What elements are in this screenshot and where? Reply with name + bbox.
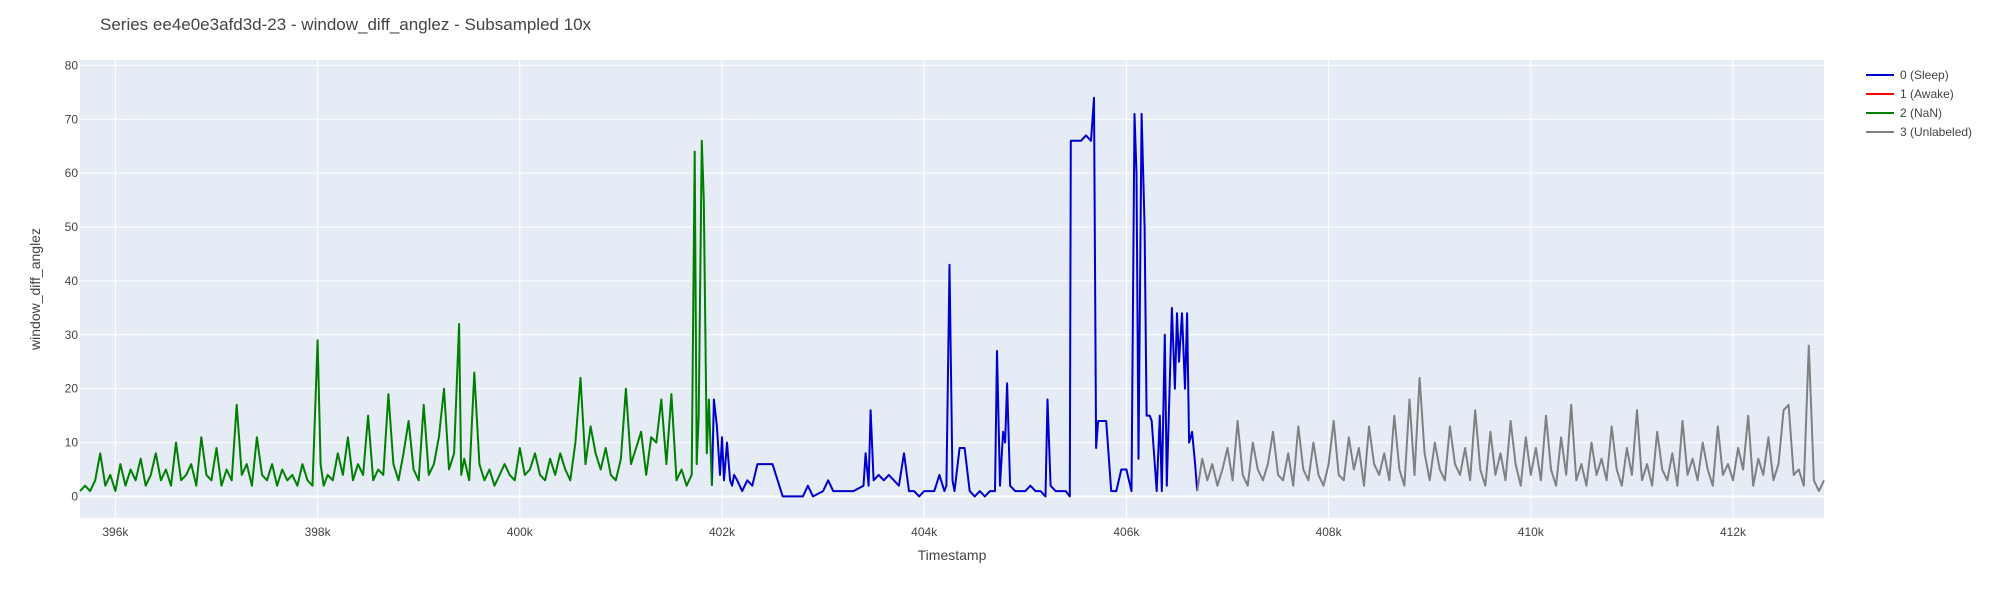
series-line-3 [1196, 344, 1825, 493]
x-tick-label: 412k [1720, 525, 1747, 539]
chart-title: Series ee4e0e3afd3d-23 - window_diff_ang… [100, 15, 592, 34]
y-axis-label: window_diff_anglez [27, 228, 43, 351]
x-axis-ticks: 396k 398k 400k 402k 404k 406k 408k 410k 412k [102, 525, 1747, 539]
series-lines [79, 96, 1825, 498]
legend-item-0[interactable]: 0 (Sleep) [1866, 68, 1949, 82]
x-axis-label: Timestamp [918, 547, 987, 563]
legend-label: 2 (NaN) [1900, 106, 1942, 120]
y-tick-label: 40 [65, 274, 79, 288]
x-tick-label: 398k [305, 525, 332, 539]
series-line-2 [79, 139, 713, 493]
y-tick-label: 0 [71, 489, 78, 503]
legend-label: 3 (Unlabeled) [1900, 125, 1972, 139]
x-tick-label: 406k [1113, 525, 1140, 539]
legend: 0 (Sleep) 1 (Awake) 2 (NaN) 3 (Unlabeled) [1866, 68, 1972, 139]
legend-label: 1 (Awake) [1900, 87, 1954, 101]
y-tick-label: 10 [65, 436, 79, 450]
legend-label: 0 (Sleep) [1900, 68, 1949, 82]
y-tick-label: 70 [65, 112, 79, 126]
x-tick-label: 410k [1518, 525, 1545, 539]
y-tick-label: 60 [65, 166, 79, 180]
y-tick-label: 20 [65, 382, 79, 396]
y-tick-label: 80 [65, 58, 79, 72]
y-tick-label: 30 [65, 328, 79, 342]
legend-item-2[interactable]: 2 (NaN) [1866, 106, 1942, 120]
legend-item-3[interactable]: 3 (Unlabeled) [1866, 125, 1972, 139]
x-tick-label: 396k [102, 525, 129, 539]
y-axis-ticks: 0 10 20 30 40 50 60 70 80 [65, 58, 79, 503]
y-tick-label: 50 [65, 220, 79, 234]
series-line-0 [710, 96, 1199, 498]
x-tick-label: 408k [1316, 525, 1343, 539]
legend-item-1[interactable]: 1 (Awake) [1866, 87, 1954, 101]
x-tick-label: 404k [911, 525, 938, 539]
x-tick-label: 400k [507, 525, 534, 539]
x-tick-label: 402k [709, 525, 736, 539]
